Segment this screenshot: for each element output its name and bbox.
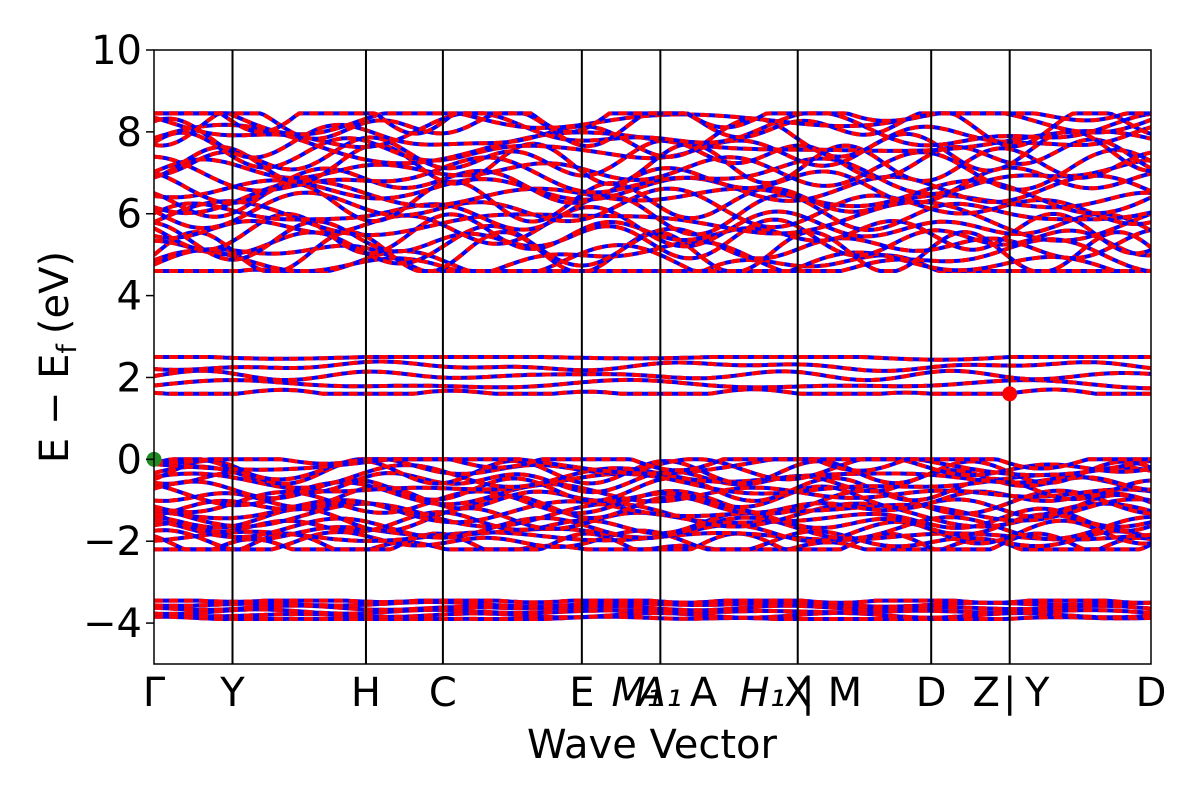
band-line-spin-up bbox=[154, 122, 1151, 166]
band-line-spin-up bbox=[154, 359, 1151, 373]
x-tick-label: M₁ bbox=[612, 670, 663, 716]
band-line-spin-up bbox=[154, 186, 1151, 230]
y-tick-label: −2 bbox=[83, 519, 142, 565]
x-tick-label: D bbox=[916, 670, 947, 716]
band-line-spin-up bbox=[154, 514, 1151, 541]
band-line-spin-up bbox=[154, 377, 1151, 391]
y-axis-label-main: E − E bbox=[32, 354, 78, 464]
band-line-spin-up bbox=[154, 510, 1151, 537]
band-line-spin-up bbox=[154, 141, 1151, 186]
band-line-spin-up bbox=[154, 458, 1151, 486]
x-tick-label: H bbox=[351, 670, 381, 716]
x-tick-label: A bbox=[690, 670, 718, 716]
band-line-spin-up bbox=[154, 199, 1151, 243]
band-line-spin-up bbox=[154, 111, 1151, 136]
band-line-spin-up bbox=[154, 368, 1151, 383]
high-symmetry-lines bbox=[231, 50, 1011, 664]
band-line-spin-up bbox=[154, 598, 1151, 605]
band-line-spin-up bbox=[154, 173, 1151, 205]
band-line-spin-up bbox=[154, 497, 1151, 525]
x-tick-label: D bbox=[1136, 670, 1167, 716]
x-axis-label: Wave Vector bbox=[527, 722, 778, 768]
band-line-spin-up bbox=[154, 135, 1151, 180]
x-tick-label: C bbox=[429, 670, 457, 716]
band-line-spin-up bbox=[154, 501, 1151, 529]
x-tick-label: M bbox=[828, 670, 863, 716]
band-line-spin-up bbox=[154, 457, 1151, 482]
x-tick-label: Γ bbox=[143, 670, 166, 716]
x-tick-label: Y bbox=[219, 670, 245, 716]
x-tick-label: | bbox=[1003, 670, 1016, 716]
x-tick-label: H₁ bbox=[739, 670, 785, 716]
y-tick-label: 4 bbox=[117, 274, 142, 320]
band-line-spin-up bbox=[154, 387, 1151, 396]
band-line-spin-up bbox=[154, 614, 1151, 621]
band-line-spin-up bbox=[154, 217, 1151, 262]
band-line-spin-up bbox=[154, 111, 1151, 150]
band-line-spin-up bbox=[154, 607, 1151, 616]
cbm-marker bbox=[1002, 386, 1018, 402]
y-tick-label: 8 bbox=[117, 110, 142, 156]
y-tick-label: 10 bbox=[91, 28, 142, 74]
y-axis-ticks: −4 −2 0 2 4 6 8 10 bbox=[83, 28, 154, 647]
band-line-spin-up bbox=[154, 484, 1151, 511]
y-tick-label: −4 bbox=[83, 601, 142, 647]
y-tick-label: 6 bbox=[117, 192, 142, 238]
band-line-spin-up bbox=[154, 531, 1151, 552]
x-tick-label: Z bbox=[972, 670, 999, 716]
band-line-spin-up bbox=[154, 528, 1151, 552]
y-tick-label: 2 bbox=[117, 355, 142, 401]
plot-frame bbox=[153, 49, 1152, 665]
band-line-spin-up bbox=[154, 204, 1151, 249]
x-tick-label: E bbox=[569, 670, 594, 716]
y-axis-label-unit: (eV) bbox=[32, 251, 78, 334]
band-line-spin-up bbox=[154, 457, 1151, 478]
band-line-spin-up bbox=[154, 463, 1151, 490]
extrema-markers bbox=[146, 386, 1018, 467]
y-axis-label: E − Ef (eV) bbox=[32, 251, 83, 463]
band-line-spin-up bbox=[154, 193, 1151, 237]
band-line-spin-up bbox=[154, 457, 1151, 473]
band-line-spin-up bbox=[154, 237, 1151, 273]
y-axis-label-subscript: f bbox=[52, 343, 83, 354]
band-line-spin-up bbox=[154, 165, 1151, 205]
band-line-spin-up bbox=[154, 154, 1151, 196]
x-tick-label: X bbox=[784, 670, 811, 716]
y-tick-label: 0 bbox=[117, 437, 142, 483]
bands-layer bbox=[154, 111, 1151, 621]
x-tick-label: Y bbox=[1024, 670, 1050, 716]
x-tick-label: | bbox=[801, 670, 814, 716]
x-tick-label: A₁ bbox=[636, 670, 682, 716]
band-line-spin-up bbox=[154, 355, 1151, 362]
